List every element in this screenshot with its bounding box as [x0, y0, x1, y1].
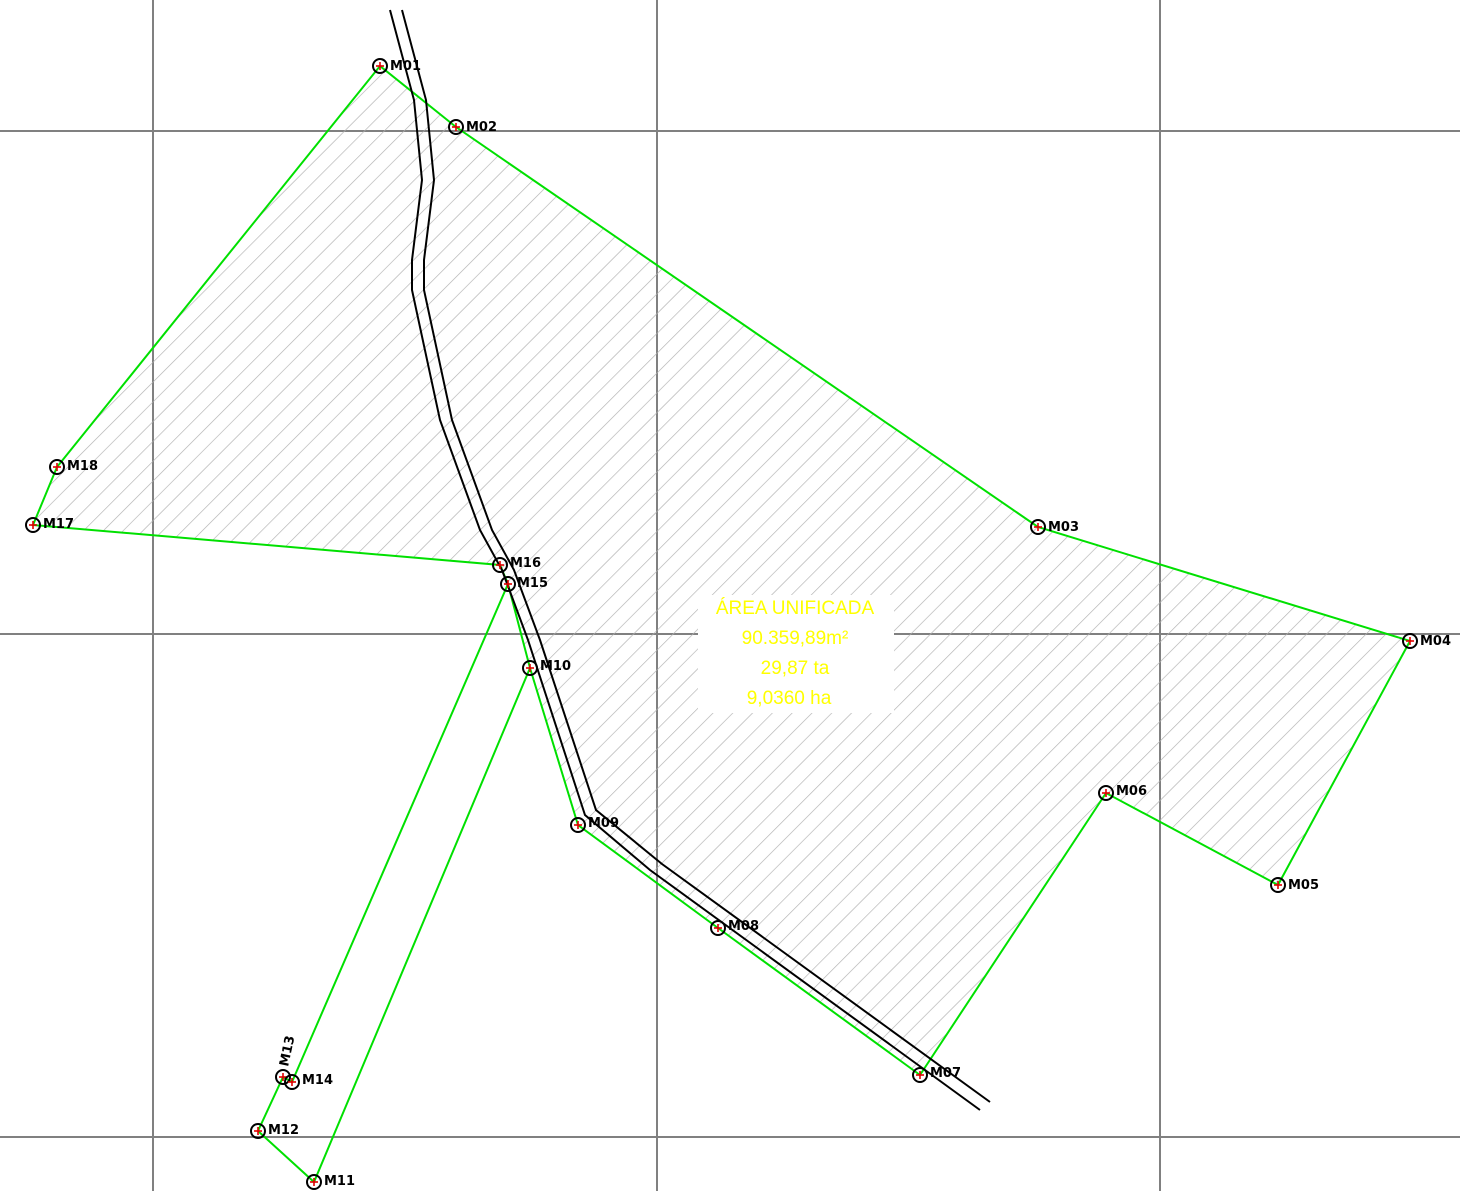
- marker-m01: M01: [372, 58, 421, 74]
- marker-circle-icon: [570, 817, 586, 833]
- marker-label: M16: [510, 556, 541, 571]
- marker-m04: M04: [1402, 633, 1451, 649]
- marker-label: M08: [728, 919, 759, 934]
- marker-m17: M17: [25, 517, 74, 533]
- marker-circle-icon: [372, 58, 388, 74]
- marker-circle-icon: [306, 1174, 322, 1190]
- marker-m11: M11: [306, 1174, 355, 1190]
- marker-label: M05: [1288, 878, 1319, 893]
- marker-circle-icon: [1402, 633, 1418, 649]
- marker-m02: M02: [448, 119, 497, 135]
- marker-label: M14: [302, 1073, 333, 1088]
- marker-circle-icon: [250, 1123, 266, 1139]
- marker-m13: M13: [275, 1034, 298, 1085]
- marker-m03: M03: [1030, 519, 1079, 535]
- area-square-meters: 90.359,89m²: [742, 628, 849, 649]
- marker-m10: M10: [522, 659, 571, 676]
- area-annotation: ÁREA UNIFICADA 90.359,89m² 29,87 ta 9,03…: [698, 595, 894, 713]
- marker-label: M18: [67, 459, 98, 474]
- marker-label: M12: [268, 1123, 299, 1138]
- marker-label: M04: [1420, 634, 1451, 649]
- marker-circle-icon: [1270, 877, 1286, 893]
- road-edge-left: [389, 9, 981, 1111]
- marker-m18: M18: [49, 459, 98, 475]
- marker-label: M10: [540, 659, 571, 674]
- marker-m08: M08: [710, 919, 759, 936]
- road: [389, 9, 991, 1111]
- marker-circle-icon: [49, 459, 65, 475]
- marker-circle-icon: [1098, 785, 1114, 801]
- marker-m16: M16: [492, 556, 541, 573]
- marker-circle-icon: [448, 119, 464, 135]
- marker-circle-icon: [492, 557, 508, 573]
- marker-label: M11: [324, 1174, 355, 1189]
- marker-m15: M15: [500, 576, 548, 592]
- strip-boundary: [256, 583, 531, 1184]
- marker-label: M06: [1116, 784, 1147, 799]
- marker-m12: M12: [250, 1123, 299, 1139]
- marker-m14: M14: [284, 1073, 333, 1090]
- marker-label: M13: [277, 1034, 298, 1067]
- survey-markers: M01 M02 M03 M04 M05 M06: [25, 58, 1451, 1190]
- marker-circle-icon: [522, 660, 538, 676]
- marker-m05: M05: [1270, 877, 1319, 893]
- road-edge-right: [401, 9, 991, 1103]
- marker-m09: M09: [570, 816, 619, 833]
- marker-circle-icon: [500, 576, 516, 592]
- marker-circle-icon: [275, 1069, 291, 1085]
- marker-m06: M06: [1098, 784, 1147, 801]
- marker-label: M15: [517, 576, 548, 591]
- area-hectares: 9,0360 ha: [747, 688, 832, 709]
- marker-label: M01: [390, 59, 421, 74]
- area-title: ÁREA UNIFICADA: [716, 598, 875, 619]
- area-label-background: [698, 595, 894, 713]
- marker-label: M07: [930, 1066, 961, 1081]
- marker-circle-icon: [25, 517, 41, 533]
- marker-label: M02: [466, 120, 497, 135]
- marker-circle-icon: [710, 920, 726, 936]
- marker-label: M17: [43, 517, 74, 532]
- marker-circle-icon: [284, 1074, 300, 1090]
- marker-label: M03: [1048, 520, 1079, 535]
- marker-circle-icon: [1030, 519, 1046, 535]
- marker-m07: M07: [912, 1066, 961, 1083]
- marker-circle-icon: [912, 1067, 928, 1083]
- area-tarefas: 29,87 ta: [761, 658, 830, 679]
- marker-label: M09: [588, 816, 619, 831]
